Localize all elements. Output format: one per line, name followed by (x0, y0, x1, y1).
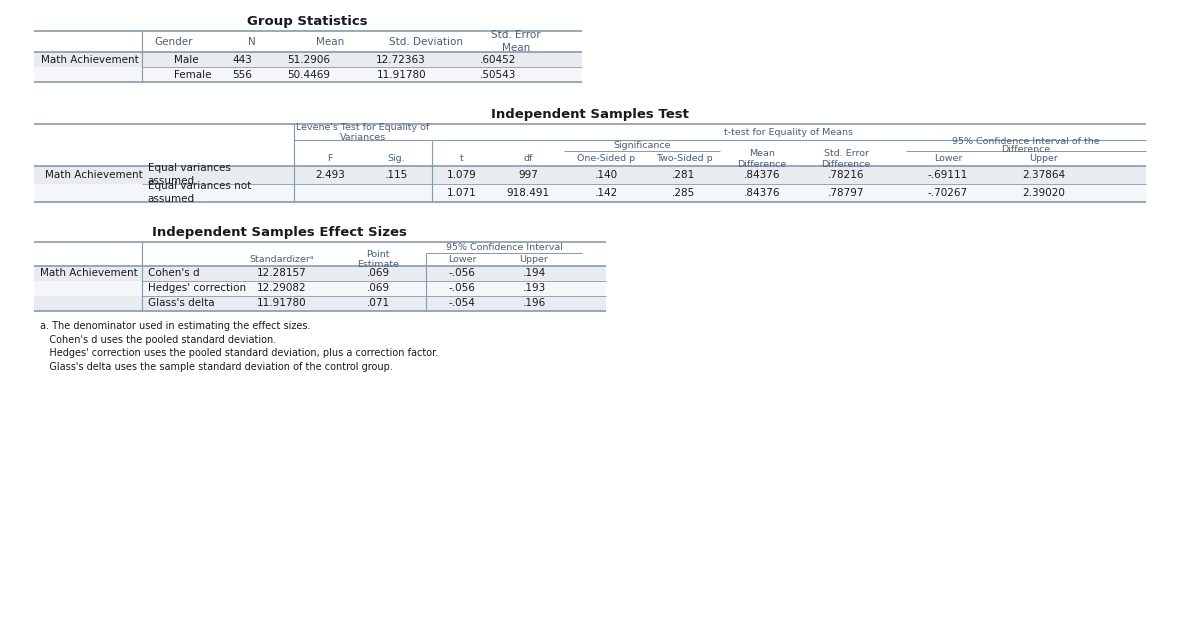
Text: Point: Point (366, 250, 390, 259)
Text: Lower: Lower (448, 255, 476, 264)
Text: assumed: assumed (148, 176, 194, 186)
Text: Math Achievement: Math Achievement (41, 55, 139, 65)
Text: 95% Confidence Interval: 95% Confidence Interval (445, 243, 563, 252)
Text: Equal variances: Equal variances (148, 163, 230, 173)
Text: 556: 556 (232, 70, 252, 79)
Text: 12.29082: 12.29082 (257, 283, 307, 293)
Text: -.70267: -.70267 (928, 188, 968, 198)
Text: -.69111: -.69111 (928, 170, 968, 180)
Text: Cohen's d: Cohen's d (148, 268, 199, 278)
Text: Significance: Significance (613, 141, 671, 150)
Text: .069: .069 (366, 268, 390, 278)
Text: .140: .140 (594, 170, 618, 180)
Text: assumed: assumed (148, 194, 194, 204)
Bar (34, 281, 606, 296)
Text: Upper: Upper (1030, 154, 1058, 163)
Text: F: F (328, 154, 332, 163)
Text: .84376: .84376 (744, 170, 780, 180)
Text: .071: .071 (366, 298, 390, 308)
Text: Equal variances not: Equal variances not (148, 181, 251, 191)
Text: Math Achievement: Math Achievement (40, 268, 138, 278)
Text: .285: .285 (672, 188, 696, 198)
Text: -.056: -.056 (449, 283, 475, 293)
Text: 51.2906: 51.2906 (287, 55, 330, 65)
Text: -.054: -.054 (449, 298, 475, 308)
Text: .281: .281 (672, 170, 696, 180)
Text: .194: .194 (522, 268, 546, 278)
Text: 1.079: 1.079 (448, 170, 476, 180)
Text: Difference: Difference (1001, 145, 1051, 155)
Text: Estimate: Estimate (358, 260, 398, 269)
Text: Hedges' correction: Hedges' correction (148, 283, 246, 293)
Text: .60452: .60452 (480, 55, 516, 65)
Text: Std. Error
Difference: Std. Error Difference (821, 148, 871, 169)
Text: Math Achievement: Math Achievement (44, 170, 143, 180)
Text: 443: 443 (232, 55, 252, 65)
Text: .78797: .78797 (828, 188, 864, 198)
Text: Glass's delta uses the sample standard deviation of the control group.: Glass's delta uses the sample standard d… (40, 362, 392, 372)
Text: .50543: .50543 (480, 70, 516, 79)
Text: .193: .193 (522, 283, 546, 293)
Text: .78216: .78216 (828, 170, 864, 180)
Text: 2.37864: 2.37864 (1022, 170, 1066, 180)
Text: Independent Samples Test: Independent Samples Test (491, 109, 689, 121)
Text: Levene's Test for Equality of: Levene's Test for Equality of (296, 123, 430, 132)
Text: Mean: Mean (316, 37, 344, 47)
Text: Hedges' correction uses the pooled standard deviation, plus a correction factor.: Hedges' correction uses the pooled stand… (40, 348, 438, 358)
Text: a. The denominator used in estimating the effect sizes.: a. The denominator used in estimating th… (40, 321, 310, 331)
Text: Two-Sided p: Two-Sided p (655, 154, 713, 163)
Text: One-Sided p: One-Sided p (577, 154, 635, 163)
Text: 12.28157: 12.28157 (257, 268, 307, 278)
Text: -.056: -.056 (449, 268, 475, 278)
Text: Glass's delta: Glass's delta (148, 298, 215, 308)
Text: Mean: Mean (502, 43, 530, 53)
Text: Male: Male (174, 55, 199, 65)
Bar (34, 266, 606, 281)
Text: 1.071: 1.071 (448, 188, 476, 198)
Text: 2.493: 2.493 (316, 170, 344, 180)
Text: N: N (248, 37, 256, 47)
Text: 95% Confidence Interval of the: 95% Confidence Interval of the (952, 137, 1100, 146)
Text: 918.491: 918.491 (506, 188, 550, 198)
Text: Cohen's d uses the pooled standard deviation.: Cohen's d uses the pooled standard devia… (40, 335, 276, 345)
Text: Gender: Gender (155, 37, 193, 47)
Text: Std. Deviation: Std. Deviation (389, 37, 463, 47)
Text: .196: .196 (522, 298, 546, 308)
Text: 12.72363: 12.72363 (377, 55, 426, 65)
Text: Upper: Upper (520, 255, 548, 264)
Text: Sig.: Sig. (388, 154, 404, 163)
Bar (34, 52, 582, 67)
Text: 50.4469: 50.4469 (287, 70, 330, 79)
Bar (34, 67, 582, 82)
Text: Independent Samples Effect Sizes: Independent Samples Effect Sizes (152, 227, 407, 239)
Text: 2.39020: 2.39020 (1022, 188, 1066, 198)
Text: t-test for Equality of Means: t-test for Equality of Means (725, 128, 853, 137)
Text: .069: .069 (366, 283, 390, 293)
Text: Group Statistics: Group Statistics (247, 16, 368, 28)
Text: Female: Female (174, 70, 211, 79)
Text: 11.91780: 11.91780 (377, 70, 426, 79)
Bar (34, 296, 606, 310)
Text: .142: .142 (594, 188, 618, 198)
Text: Std. Error: Std. Error (491, 30, 541, 40)
Text: Lower: Lower (934, 154, 962, 163)
Text: Variances: Variances (340, 133, 386, 142)
Text: .115: .115 (384, 170, 408, 180)
Text: df: df (523, 154, 533, 163)
Text: Mean
Difference: Mean Difference (737, 148, 787, 169)
Bar (34, 184, 1146, 202)
Bar (34, 166, 1146, 184)
Text: 11.91780: 11.91780 (257, 298, 307, 308)
Text: Standardizerᵃ: Standardizerᵃ (250, 255, 314, 264)
Text: t: t (460, 154, 464, 163)
Text: 997: 997 (518, 170, 538, 180)
Text: .84376: .84376 (744, 188, 780, 198)
